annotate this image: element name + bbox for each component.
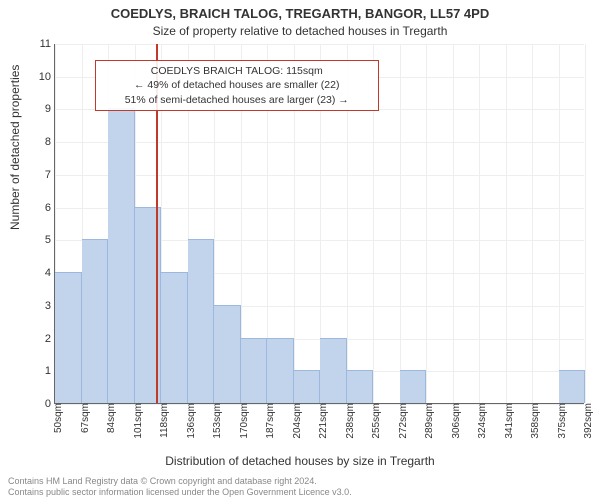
xtick-label: 341sqm: [502, 403, 515, 439]
footer-line1: Contains HM Land Registry data © Crown c…: [8, 476, 352, 487]
xtick-label: 187sqm: [263, 403, 276, 439]
histogram-bar: [55, 272, 82, 403]
histogram-bar: [320, 338, 347, 403]
xtick-label: 238sqm: [343, 403, 356, 439]
histogram-bar: [108, 108, 135, 403]
x-axis-label: Distribution of detached houses by size …: [0, 454, 600, 468]
annotation-box: COEDLYS BRAICH TALOG: 115sqm← 49% of det…: [95, 60, 379, 111]
histogram-bar: [241, 338, 268, 403]
xtick-label: 136sqm: [184, 403, 197, 439]
xtick-label: 255sqm: [369, 403, 382, 439]
histogram-bar: [161, 272, 188, 403]
gridline-v: [426, 44, 427, 403]
histogram-bar: [82, 239, 109, 403]
ytick-label: 3: [27, 300, 55, 312]
ytick-label: 10: [27, 71, 55, 83]
xtick-label: 50sqm: [51, 403, 64, 433]
ytick-label: 4: [27, 267, 55, 279]
xtick-label: 153sqm: [210, 403, 223, 439]
ytick-label: 7: [27, 169, 55, 181]
gridline-v: [532, 44, 533, 403]
xtick-label: 170sqm: [237, 403, 250, 439]
gridline-v: [453, 44, 454, 403]
xtick-label: 221sqm: [316, 403, 329, 439]
xtick-label: 272sqm: [396, 403, 409, 439]
footer-attribution: Contains HM Land Registry data © Crown c…: [8, 476, 352, 499]
xtick-label: 358sqm: [528, 403, 541, 439]
xtick-label: 84sqm: [104, 403, 117, 433]
xtick-label: 118sqm: [157, 403, 170, 438]
gridline-v: [506, 44, 507, 403]
plot-area: 0123456789101150sqm67sqm84sqm101sqm118sq…: [54, 44, 584, 404]
histogram-bar: [188, 239, 215, 403]
xtick-label: 306sqm: [449, 403, 462, 439]
xtick-label: 289sqm: [422, 403, 435, 439]
y-axis-label: Number of detached properties: [8, 65, 22, 230]
gridline-v: [479, 44, 480, 403]
gridline-v: [585, 44, 586, 403]
chart-subtitle: Size of property relative to detached ho…: [0, 24, 600, 38]
xtick-label: 375sqm: [555, 403, 568, 439]
histogram-bar: [400, 370, 427, 403]
annotation-line: 51% of semi-detached houses are larger (…: [102, 93, 372, 107]
ytick-label: 8: [27, 136, 55, 148]
chart-title: COEDLYS, BRAICH TALOG, TREGARTH, BANGOR,…: [0, 6, 600, 21]
ytick-label: 11: [27, 38, 55, 50]
ytick-label: 2: [27, 333, 55, 345]
ytick-label: 5: [27, 234, 55, 246]
histogram-bar: [267, 338, 294, 403]
xtick-label: 392sqm: [581, 403, 594, 439]
ytick-label: 6: [27, 202, 55, 214]
histogram-bar: [214, 305, 241, 403]
xtick-label: 204sqm: [290, 403, 303, 439]
footer-line2: Contains public sector information licen…: [8, 487, 352, 498]
ytick-label: 9: [27, 103, 55, 115]
ytick-label: 1: [27, 365, 55, 377]
gridline-v: [559, 44, 560, 403]
annotation-line: ← 49% of detached houses are smaller (22…: [102, 78, 372, 92]
xtick-label: 324sqm: [475, 403, 488, 439]
xtick-label: 101sqm: [131, 403, 144, 439]
chart-container: { "chart": { "type": "histogram", "title…: [0, 0, 600, 500]
annotation-line: COEDLYS BRAICH TALOG: 115sqm: [102, 64, 372, 78]
histogram-bar: [559, 370, 586, 403]
gridline-v: [400, 44, 401, 403]
xtick-label: 67sqm: [78, 403, 91, 433]
histogram-bar: [294, 370, 321, 403]
histogram-bar: [347, 370, 374, 403]
